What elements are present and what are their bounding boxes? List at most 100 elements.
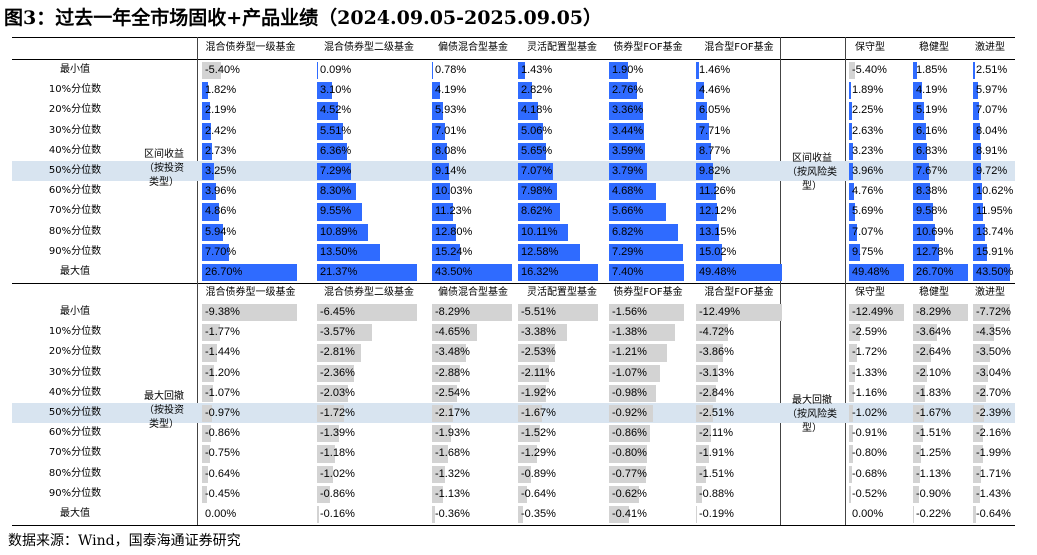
- data-bar: [849, 243, 860, 261]
- data-value: -5.51%: [521, 306, 556, 318]
- data-value: 3.44%: [612, 124, 644, 137]
- data-value: 2.42%: [205, 124, 237, 137]
- data-value: -1.44%: [205, 346, 240, 359]
- data-value: 9.58%: [916, 205, 948, 218]
- data-bar: [317, 425, 339, 443]
- data-bar: [973, 264, 1010, 282]
- data-value: -1.93%: [435, 427, 470, 440]
- data-bar: [973, 364, 988, 382]
- data-bar: [202, 465, 209, 483]
- data-bar: [696, 465, 707, 483]
- data-value: -4.35%: [976, 326, 1011, 339]
- data-bar: [432, 203, 453, 221]
- data-value: 13.50%: [320, 245, 358, 258]
- data-value: 3.23%: [852, 144, 884, 157]
- data-bar: [609, 344, 668, 362]
- data-bar: [849, 384, 855, 402]
- data-bar: [317, 203, 362, 221]
- data-value: -0.75%: [205, 447, 240, 460]
- data-bar: [518, 163, 553, 181]
- data-bar: [432, 163, 449, 181]
- data-bar: [518, 264, 598, 282]
- data-bar: [696, 485, 703, 503]
- data-value: -2.81%: [320, 346, 355, 359]
- data-value: -2.36%: [320, 366, 355, 379]
- data-bar: [913, 82, 922, 100]
- data-bar: [432, 264, 512, 282]
- data-value: 7.07%: [976, 104, 1008, 117]
- data-bar: [317, 485, 331, 503]
- data-bar: [609, 506, 629, 524]
- data-value: 8.08%: [435, 144, 467, 157]
- data-value: -4.65%: [435, 326, 470, 339]
- data-bar: [849, 405, 854, 423]
- data-value: -0.16%: [320, 508, 355, 520]
- data-value: -1.13%: [435, 487, 470, 500]
- data-bar: [202, 344, 217, 362]
- data-value: 12.78%: [916, 245, 954, 258]
- data-value: -3.13%: [699, 366, 734, 379]
- column-header: 债券型FOF基金: [613, 42, 683, 53]
- data-value: -2.11%: [699, 427, 734, 440]
- data-value: 11.26%: [699, 185, 736, 198]
- data-value: 1.82%: [205, 84, 237, 97]
- data-value: -0.64%: [976, 508, 1011, 520]
- data-value: 5.06%: [521, 124, 553, 137]
- data-bar: [317, 344, 361, 362]
- data-value: 2.73%: [205, 144, 237, 157]
- data-bar: [518, 506, 524, 524]
- data-bar: [696, 506, 698, 524]
- data-bar: [432, 142, 447, 160]
- column-header: 混合型FOF基金: [704, 287, 774, 298]
- data-bar: [973, 344, 990, 362]
- data-bar: [432, 445, 449, 463]
- data-bar: [432, 384, 457, 402]
- data-bar: [913, 344, 931, 362]
- data-value: 8.38%: [916, 185, 948, 198]
- data-bar: [609, 142, 646, 160]
- data-value: -1.07%: [612, 366, 647, 379]
- data-bar: [973, 425, 984, 443]
- data-value: -0.19%: [699, 508, 734, 520]
- data-value: 6.36%: [320, 144, 352, 157]
- data-value: -2.10%: [916, 366, 951, 379]
- data-value: 1.46%: [699, 64, 731, 76]
- data-value: -7.72%: [976, 306, 1011, 318]
- data-bar: [913, 304, 968, 322]
- data-bar: [432, 324, 477, 342]
- data-bar: [317, 405, 344, 423]
- data-value: 8.91%: [976, 144, 1008, 157]
- data-value: -0.52%: [852, 487, 887, 500]
- group-label: 最大回撤（按投资类型）: [144, 391, 184, 430]
- row-label: 50%分位数: [48, 407, 102, 418]
- data-bar: [609, 62, 629, 80]
- data-bar: [696, 142, 712, 160]
- data-bar: [849, 142, 853, 160]
- data-bar: [432, 243, 461, 261]
- data-value: -1.32%: [435, 467, 470, 480]
- column-header: 混合债券型二级基金: [324, 42, 414, 53]
- column-header: 保守型: [855, 42, 885, 53]
- data-value: 2.25%: [852, 104, 884, 117]
- data-value: 12.58%: [521, 245, 559, 258]
- row-label: 最大值: [60, 266, 90, 277]
- data-value: 5.19%: [916, 104, 948, 117]
- data-bar: [609, 384, 657, 402]
- data-bar: [913, 163, 929, 181]
- data-bar: [973, 183, 983, 201]
- data-bar: [202, 425, 211, 443]
- data-value: -1.56%: [612, 306, 647, 318]
- data-value: 7.71%: [699, 124, 731, 137]
- data-bar: [849, 445, 853, 463]
- data-value: 1.90%: [612, 64, 644, 76]
- data-bar: [696, 304, 782, 322]
- data-bar: [202, 324, 220, 342]
- data-value: -2.53%: [521, 346, 556, 359]
- data-value: 7.98%: [521, 185, 553, 198]
- data-value: -8.29%: [916, 306, 951, 318]
- data-bar: [849, 364, 855, 382]
- data-bar: [432, 465, 445, 483]
- data-bar: [913, 203, 933, 221]
- data-bar: [609, 324, 676, 342]
- data-value: 2.51%: [976, 64, 1008, 76]
